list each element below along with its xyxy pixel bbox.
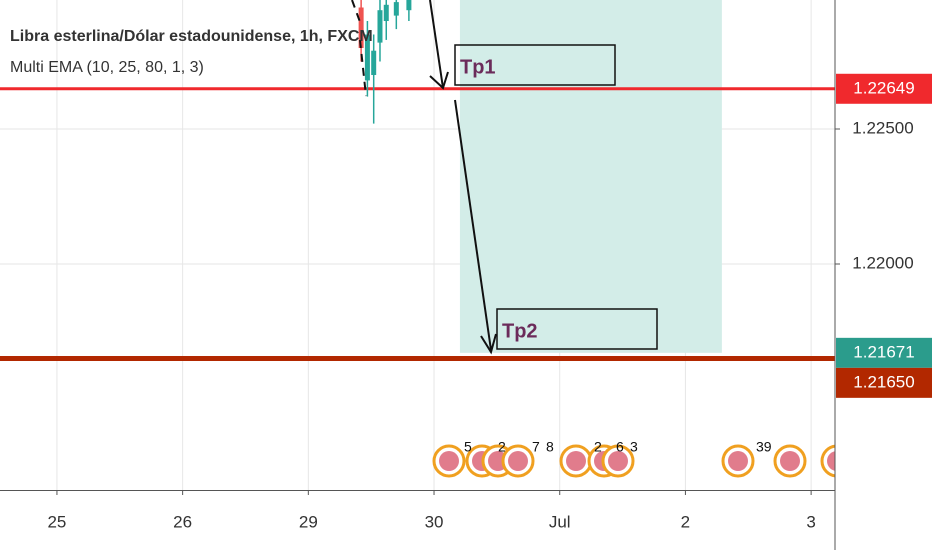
- annotation-box: [454, 44, 616, 86]
- event-flag: [508, 451, 528, 471]
- x-tick-label: 3: [806, 512, 815, 531]
- arrow-head: [480, 333, 497, 355]
- x-tick-label: Jul: [549, 512, 571, 531]
- price-label: 1.21671: [853, 342, 914, 361]
- annotation-box: [496, 308, 658, 350]
- event-flag: [728, 451, 748, 471]
- candle-body: [371, 50, 377, 76]
- event-count: 6: [616, 439, 624, 455]
- target-zone: [459, 0, 722, 353]
- event-flag: [608, 451, 628, 471]
- event-flag: [566, 451, 586, 471]
- candle-body: [364, 34, 370, 81]
- drawing-line: [351, 0, 361, 23]
- event-flag: [827, 451, 835, 471]
- price-label: 1.22649: [853, 78, 914, 97]
- arrow-head: [429, 71, 449, 90]
- y-tick-label: 1.22000: [852, 253, 913, 272]
- drawing-line: [359, 39, 367, 97]
- price-label-box: [836, 367, 932, 398]
- event-icon: [820, 444, 835, 478]
- x-tick-label: 30: [425, 512, 444, 531]
- annotation-label: Tp1: [460, 56, 496, 78]
- drawing-line: [429, 0, 444, 89]
- price-label: 1.21650: [853, 372, 914, 391]
- event-count: 5: [464, 439, 472, 455]
- candle-body: [393, 2, 399, 16]
- event-count: 2: [594, 439, 602, 455]
- event-count: 39: [756, 439, 772, 455]
- event-count: 2: [498, 439, 506, 455]
- x-tick-label: 25: [47, 512, 66, 531]
- event-count: 3: [630, 439, 638, 455]
- x-tick-label: 2: [681, 512, 690, 531]
- chart-title: Libra esterlina/Dólar estadounidense, 1h…: [10, 28, 373, 45]
- drawing-line: [454, 99, 492, 351]
- annotation-label: Tp2: [502, 320, 538, 342]
- candle-body: [377, 10, 383, 43]
- x-tick-label: 29: [299, 512, 318, 531]
- event-count: 8: [546, 439, 554, 455]
- x-tick-label: 26: [173, 512, 192, 531]
- candle-body: [383, 4, 389, 22]
- chart-subtitle: Multi EMA (10, 25, 80, 1, 3): [10, 59, 204, 76]
- y-tick-label: 1.22500: [852, 118, 913, 137]
- candle-body: [358, 7, 364, 49]
- price-label-box: [836, 73, 932, 104]
- event-flag: [780, 451, 800, 471]
- candle-body: [406, 0, 412, 11]
- event-count: 7: [532, 439, 540, 455]
- price-label-box: [836, 337, 932, 368]
- event-flag: [439, 451, 459, 471]
